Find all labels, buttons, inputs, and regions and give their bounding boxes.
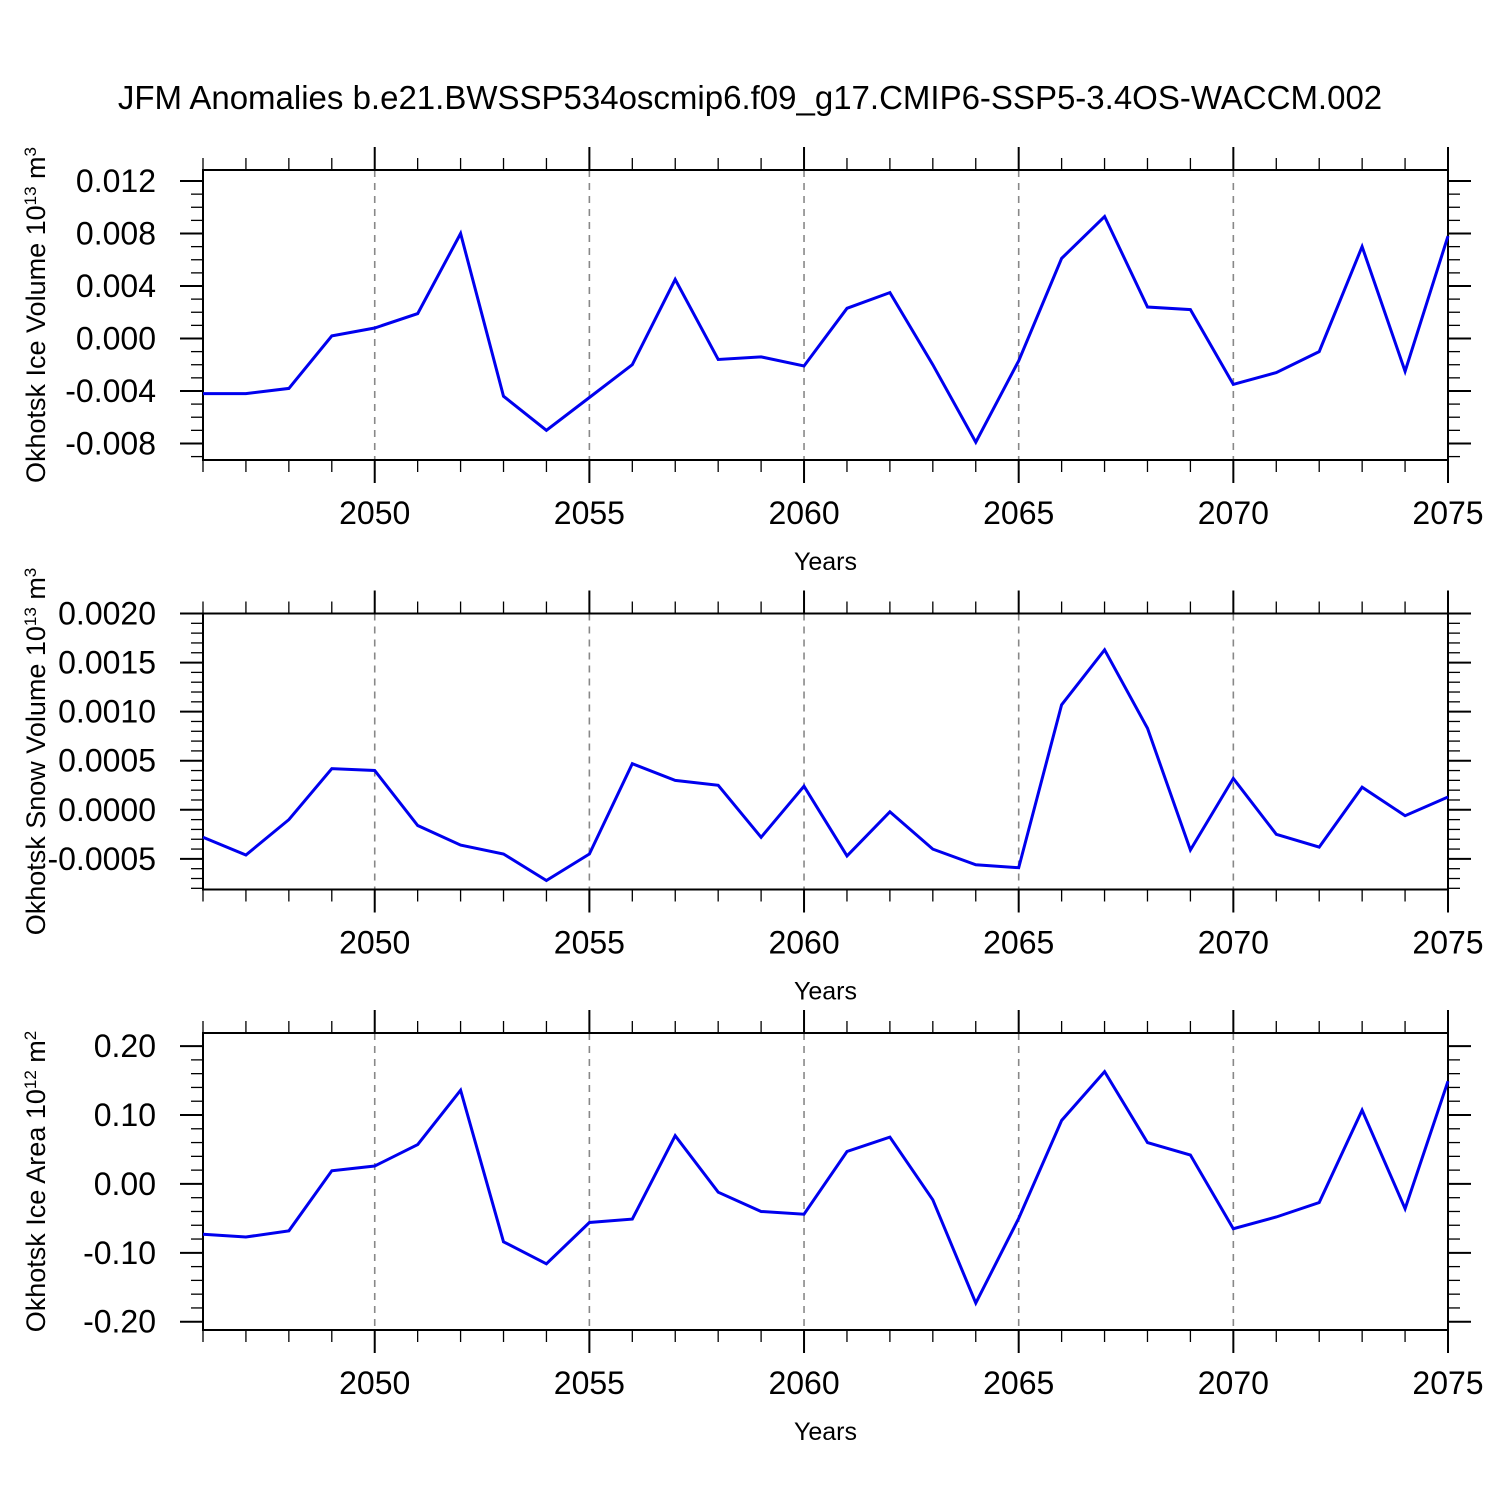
x-tick-label: 2060 <box>768 1365 839 1401</box>
x-tick-label: 2055 <box>554 1365 625 1401</box>
chart-title: JFM Anomalies b.e21.BWSSP534oscmip6.f09_… <box>117 79 1383 116</box>
x-tick-label: 2065 <box>983 925 1054 961</box>
y-minor-ticks <box>191 1059 1460 1309</box>
x-tick-label: 2050 <box>339 1365 410 1401</box>
y-major-ticks <box>180 180 1471 445</box>
x-tick-labels: 2050 2055 2060 2065 2070 2075 <box>339 495 1483 531</box>
x-tick-labels: 2050 2055 2060 2065 2070 2075 <box>339 1365 1483 1401</box>
x-major-ticks <box>373 147 1449 483</box>
y-major-ticks <box>180 612 1471 860</box>
x-axis-title: Years <box>794 978 857 1006</box>
x-tick-label: 2050 <box>339 925 410 961</box>
x-tick-label: 2070 <box>1198 925 1269 961</box>
x-tick-label: 2055 <box>554 925 625 961</box>
y-tick-label: 0.0010 <box>58 694 156 730</box>
y-axis-title: Okhotsk Ice Area 1012 m2 <box>21 1031 51 1333</box>
y-tick-label: -0.10 <box>83 1235 156 1271</box>
x-tick-label: 2075 <box>1412 1365 1483 1401</box>
axis-box <box>202 1032 1449 1331</box>
y-tick-label: -0.004 <box>65 373 156 409</box>
x-tick-label: 2050 <box>339 495 410 531</box>
x-major-ticks <box>373 1010 1449 1353</box>
x-tick-label: 2060 <box>768 495 839 531</box>
gridlines <box>373 1033 1235 1330</box>
x-tick-label: 2075 <box>1412 495 1483 531</box>
panel-ice-volume: 0.012 0.008 0.004 0.000 -0.004 -0.008 2050 2055… <box>21 147 1484 576</box>
y-tick-label: -0.008 <box>65 425 156 461</box>
series-line <box>202 1069 1450 1307</box>
y-tick-label: 0.0000 <box>58 792 156 828</box>
y-tick-label: 0.0005 <box>58 743 156 779</box>
y-tick-label: -0.20 <box>83 1304 156 1340</box>
y-tick-labels: 0.0020 0.0015 0.0010 0.0005 0.0000 -0.0005 <box>47 596 156 877</box>
panel-snow-volume: 0.0020 0.0015 0.0010 0.0005 0.0000 -0.0005 205… <box>21 568 1484 1006</box>
y-tick-labels: 0.20 0.10 0.00 -0.10 -0.20 <box>83 1028 156 1340</box>
x-minor-ticks <box>202 1021 1406 1342</box>
gridlines <box>373 613 1235 890</box>
y-tick-label: 0.0020 <box>58 596 156 632</box>
series-line <box>203 213 1450 446</box>
y-tick-label: 0.10 <box>94 1097 156 1133</box>
x-major-ticks <box>373 590 1449 913</box>
x-tick-label: 2065 <box>983 495 1054 531</box>
x-axis-title: Years <box>794 548 857 576</box>
x-tick-label: 2070 <box>1198 495 1269 531</box>
y-tick-label: 0.20 <box>94 1028 156 1064</box>
y-tick-label: 0.012 <box>76 163 156 199</box>
y-tick-label: -0.0005 <box>47 841 156 877</box>
x-tick-label: 2055 <box>554 495 625 531</box>
y-tick-labels: 0.012 0.008 0.004 0.000 -0.004 -0.008 <box>65 163 156 461</box>
x-tick-label: 2065 <box>983 1365 1054 1401</box>
x-tick-label: 2060 <box>768 925 839 961</box>
x-tick-label: 2075 <box>1412 925 1483 961</box>
x-axis-title: Years <box>794 1418 857 1446</box>
y-tick-label: 0.004 <box>76 268 156 304</box>
axis-box <box>202 169 1449 461</box>
y-tick-label: 0.000 <box>76 320 156 356</box>
y-minor-ticks <box>191 193 1460 458</box>
y-tick-label: 0.00 <box>94 1166 156 1202</box>
axis-box <box>202 612 1449 891</box>
gridlines <box>373 170 1235 460</box>
x-tick-label: 2070 <box>1198 1365 1269 1401</box>
y-major-ticks <box>180 1045 1471 1323</box>
y-axis-title: Okhotsk Snow Volume 1013 m3 <box>21 568 51 936</box>
x-minor-ticks <box>202 601 1406 902</box>
series-line <box>202 647 1449 883</box>
y-tick-label: 0.008 <box>76 216 156 252</box>
x-minor-ticks <box>202 158 1406 472</box>
x-tick-labels: 2050 2055 2060 2065 2070 2075 <box>339 925 1483 961</box>
y-tick-label: 0.0015 <box>58 645 156 681</box>
y-minor-ticks <box>191 622 1460 889</box>
y-axis-title: Okhotsk Ice Volume 1013 m3 <box>21 147 51 483</box>
